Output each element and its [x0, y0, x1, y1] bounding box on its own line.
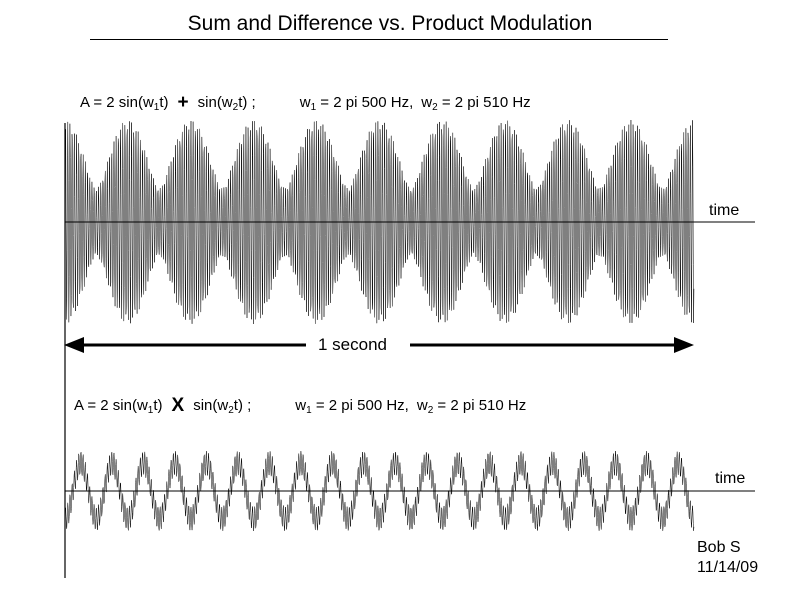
one-second-label: 1 second — [318, 335, 387, 354]
sum-eq-lhs: A = 2 sin(w — [80, 94, 154, 111]
sum-w2-sub: 2 — [432, 102, 438, 113]
title-underline — [90, 39, 668, 40]
sum-w2-pre: w — [421, 94, 433, 111]
author-name: Bob S — [697, 539, 741, 556]
sum-w1-val: = 2 pi 500 Hz, — [316, 94, 414, 111]
time-axis-label-bottom: time — [715, 470, 746, 487]
prod-eq-mid1: t) — [153, 397, 163, 414]
sum-eq-sub2: 2 — [232, 102, 239, 113]
sum-w1-sub: 1 — [310, 102, 317, 113]
arrow-head-right — [674, 337, 694, 353]
time-axis-label-top: time — [709, 202, 740, 219]
prod-eq-term2: sin(w — [193, 397, 229, 414]
prod-eq-end2: t) ; — [233, 397, 252, 414]
prod-w2-sub: 2 — [427, 405, 434, 416]
sum-eq-sub1: 1 — [153, 102, 160, 113]
prod-eq-sub2: 2 — [228, 405, 234, 416]
sum-operator: + — [177, 92, 189, 113]
author-signature: Bob S 11/14/09 — [697, 538, 758, 578]
product-operator: X — [171, 395, 185, 416]
sum-wave-trace — [64, 119, 695, 325]
sum-eq-end2: t) ; — [238, 94, 256, 111]
sum-equation: A = 2 sin(w1t) + sin(w2t) ; w1 = 2 pi 500 H… — [80, 92, 531, 114]
prod-eq-lhs: A = 2 sin(w — [74, 397, 148, 414]
sum-waveform — [64, 119, 695, 325]
arrow-head-left — [64, 337, 84, 353]
prod-w2-pre: w — [416, 397, 428, 414]
product-waveform — [64, 451, 695, 532]
author-date: 11/14/09 — [697, 559, 759, 576]
prod-w1-pre: w — [295, 397, 307, 414]
diagram-title: Sum and Difference vs. Product Modulatio… — [187, 12, 593, 35]
prod-eq-sub1: 1 — [147, 405, 154, 416]
prod-w2-val: = 2 pi 510 Hz — [433, 397, 527, 414]
prod-w1-val: = 2 pi 500 Hz, — [311, 397, 409, 414]
sum-eq-mid1: t) — [159, 94, 169, 111]
one-second-arrow — [64, 337, 694, 353]
sum-w2-val: = 2 pi 510 Hz — [437, 94, 531, 111]
product-wave-trace — [64, 451, 695, 532]
prod-w1-sub: 1 — [306, 405, 312, 416]
sum-eq-term2: sin(w — [197, 94, 233, 111]
sum-w1-pre: w — [299, 94, 311, 111]
